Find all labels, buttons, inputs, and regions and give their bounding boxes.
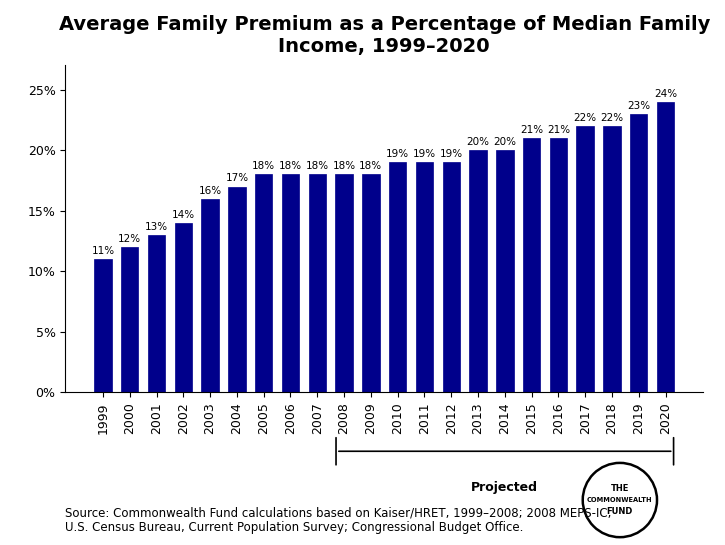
Bar (336, 174, 353, 392)
Text: 14%: 14% (172, 210, 195, 220)
Bar (282, 174, 299, 392)
Bar (362, 174, 380, 392)
Text: 20%: 20% (493, 137, 516, 147)
Bar (442, 162, 460, 392)
Text: 12%: 12% (118, 234, 141, 244)
Text: 21%: 21% (547, 125, 570, 135)
Text: 19%: 19% (386, 149, 409, 159)
Text: 19%: 19% (439, 149, 463, 159)
Text: 19%: 19% (413, 149, 436, 159)
Text: 18%: 18% (360, 161, 382, 171)
Text: 23%: 23% (627, 101, 650, 111)
Bar (657, 102, 674, 392)
Bar (550, 138, 567, 392)
Text: 17%: 17% (225, 173, 249, 184)
Bar (576, 126, 594, 392)
Text: 18%: 18% (279, 161, 302, 171)
Bar (469, 150, 486, 392)
Bar (415, 162, 433, 392)
Text: 18%: 18% (306, 161, 329, 171)
Text: COMMONWEALTH: COMMONWEALTH (587, 497, 652, 503)
Bar (121, 247, 138, 392)
Text: 21%: 21% (520, 125, 543, 135)
Text: 11%: 11% (91, 246, 115, 256)
Bar (523, 138, 540, 392)
Bar (496, 150, 513, 392)
Text: 18%: 18% (333, 161, 356, 171)
Text: 22%: 22% (600, 113, 624, 123)
Bar (309, 174, 326, 392)
Text: 13%: 13% (145, 222, 168, 232)
Text: 18%: 18% (252, 161, 276, 171)
Bar (228, 186, 246, 392)
Bar (630, 114, 647, 392)
Bar (175, 223, 192, 392)
Text: FUND: FUND (607, 507, 633, 517)
Text: 16%: 16% (199, 186, 222, 196)
Bar (148, 235, 165, 392)
Text: Source: Commonwealth Fund calculations based on Kaiser/HRET, 1999–2008; 2008 MEP: Source: Commonwealth Fund calculations b… (65, 506, 612, 534)
Bar (255, 174, 273, 392)
Bar (389, 162, 406, 392)
Bar (94, 259, 112, 392)
Bar (603, 126, 621, 392)
Text: 24%: 24% (654, 89, 677, 99)
Bar (202, 198, 219, 392)
Text: THE: THE (610, 483, 629, 493)
Title: Average Family Premium as a Percentage of Median Family
Income, 1999–2020: Average Family Premium as a Percentage o… (59, 15, 710, 56)
Text: Projected: Projected (471, 481, 538, 494)
Text: 22%: 22% (573, 113, 597, 123)
Text: 20%: 20% (466, 137, 489, 147)
